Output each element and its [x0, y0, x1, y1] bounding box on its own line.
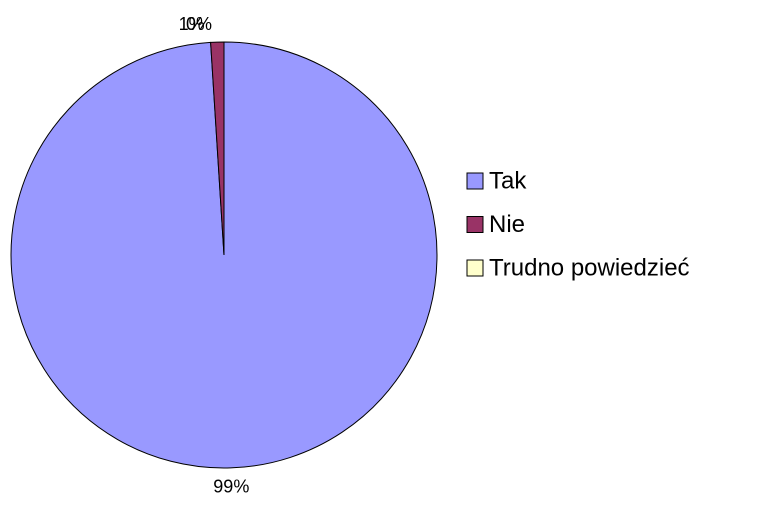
- data-label: 99%: [213, 477, 249, 497]
- legend-swatch: [466, 259, 484, 277]
- legend-swatch: [466, 172, 484, 190]
- data-label: 0%: [186, 14, 212, 34]
- legend-label: Trudno powiedzieć: [489, 254, 690, 281]
- legend-swatch: [466, 216, 484, 233]
- data-label: 1%: [179, 14, 205, 34]
- legend-label: Tak: [489, 167, 527, 194]
- legend-label: Nie: [489, 211, 525, 238]
